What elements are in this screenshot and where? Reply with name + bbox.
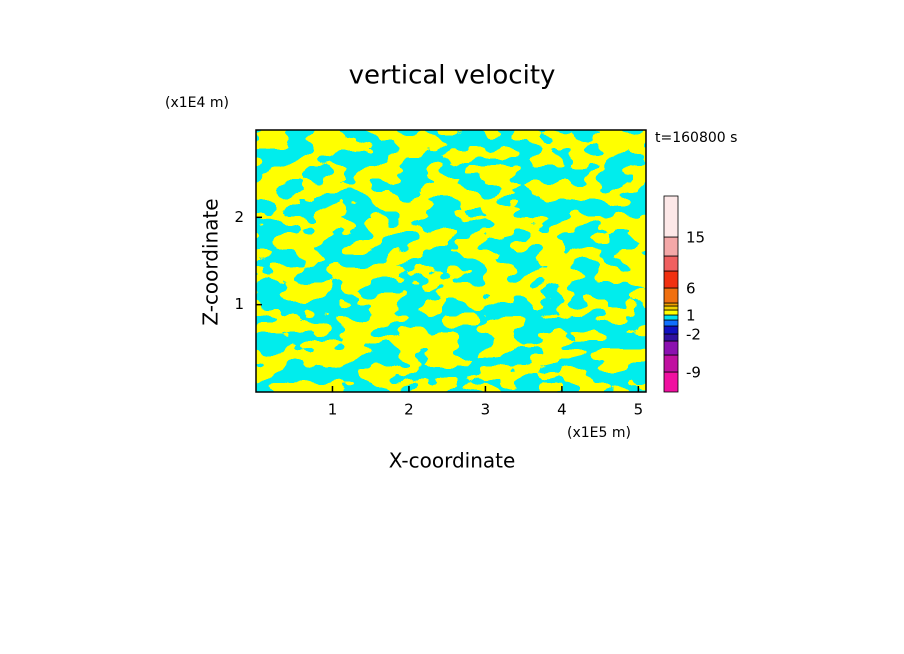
colorbar-tick-label: -2 (686, 326, 701, 344)
colorbar-segment (663, 195, 679, 238)
chart-title: vertical velocity (349, 61, 556, 91)
annotation: t=160800 s (655, 130, 737, 146)
x-tick-label: 3 (481, 401, 491, 419)
colorbar-segment (663, 325, 679, 335)
colorbar-segment (663, 270, 679, 289)
x-unit: (x1E5 m) (567, 425, 631, 441)
colorbar-segment (663, 302, 679, 307)
x-tick-label: 4 (557, 401, 567, 419)
colorbar-segment (663, 340, 679, 356)
y-axis-label: Z-coordinate (199, 198, 223, 325)
colorbar-segment (663, 371, 679, 393)
colorbar-segment (663, 255, 679, 272)
y-tick-label: 2 (234, 208, 244, 226)
contour-field (256, 130, 646, 392)
x-tick-label: 2 (404, 401, 414, 419)
x-axis-label: X-coordinate (389, 449, 516, 473)
x-tick-label: 1 (328, 401, 338, 419)
y-unit: (x1E4 m) (165, 95, 229, 111)
colorbar-segment (663, 305, 679, 311)
colorbar-segment (663, 333, 679, 342)
colorbar-segment (663, 319, 679, 327)
colorbar-segment (663, 287, 679, 304)
plot-frame (255, 129, 647, 393)
colorbar-segment (663, 314, 679, 321)
colorbar-tick-label: -9 (686, 364, 701, 382)
y-tick-label: 1 (234, 295, 244, 313)
colorbar-segment (663, 309, 679, 316)
colorbar-tick-label: 6 (686, 280, 696, 298)
colorbar-tick-label: 1 (686, 307, 696, 325)
colorbar-segment (663, 236, 679, 257)
x-tick-label: 5 (634, 401, 644, 419)
colorbar-tick-label: 15 (686, 229, 705, 247)
colorbar-segment (663, 354, 679, 373)
